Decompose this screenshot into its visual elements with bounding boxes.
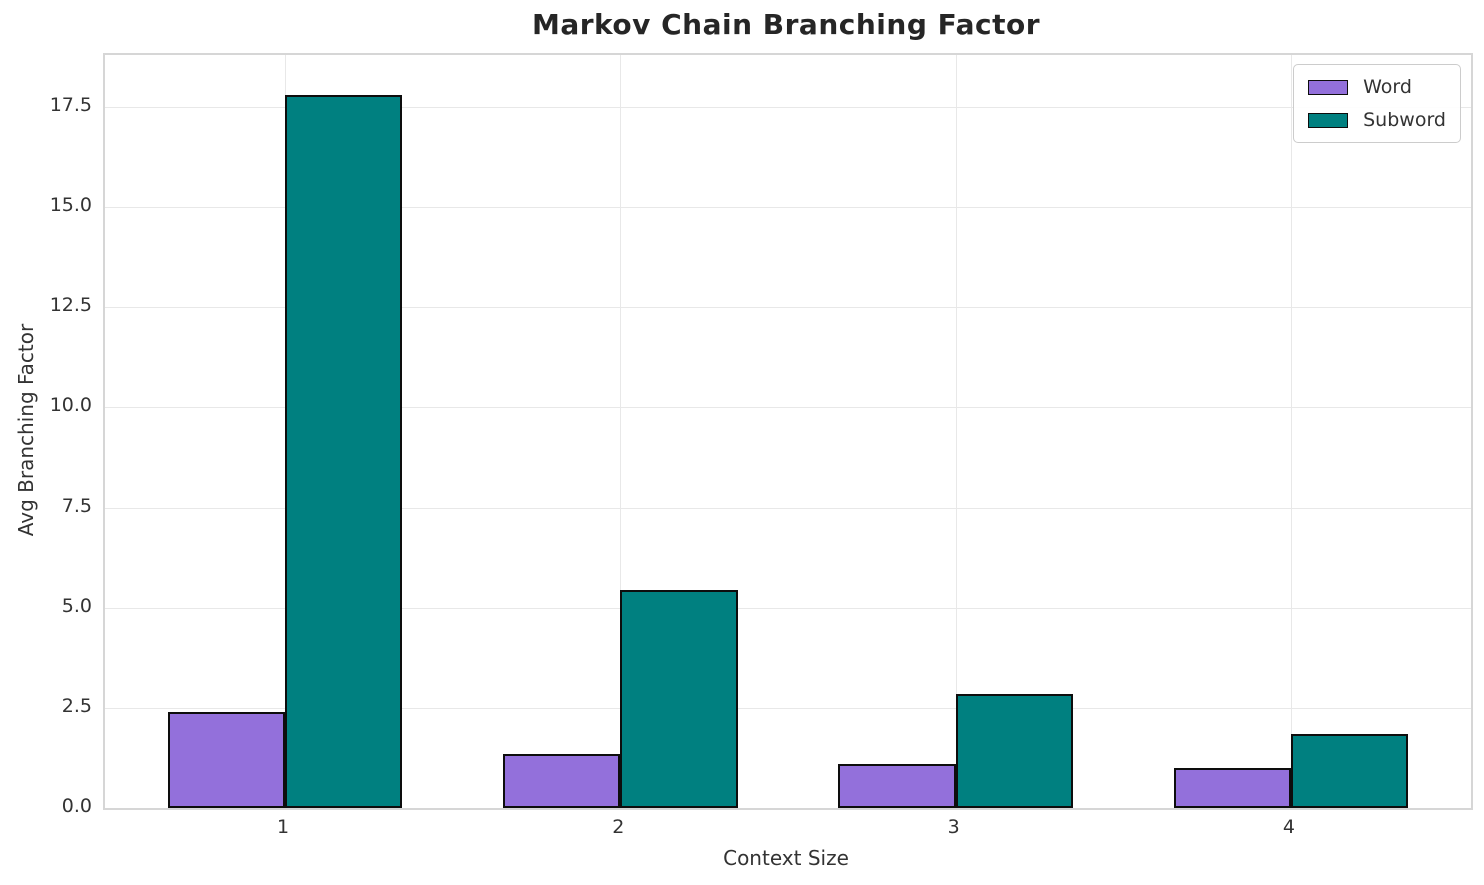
x-axis-label: Context Size: [723, 846, 849, 870]
chart-title: Markov Chain Branching Factor: [531, 8, 1041, 41]
legend-item-subword: Subword: [1308, 108, 1446, 132]
bar-word-context-1: [167, 711, 286, 808]
bar-subword-context-4: [1290, 733, 1409, 808]
bar-subword-context-3: [955, 693, 1073, 808]
xtick-label-3: 3: [947, 816, 960, 838]
ytick-label-5.0: 5.0: [61, 594, 92, 617]
legend-swatch-subword: [1308, 112, 1349, 128]
ytick-label-0.0: 0.0: [61, 795, 92, 817]
gridline-horizontal: [105, 307, 1471, 309]
xtick-label-2: 2: [612, 816, 625, 838]
ytick-label-17.5: 17.5: [49, 94, 92, 117]
xtick-label-4: 4: [1282, 816, 1295, 838]
gridline-horizontal: [105, 707, 1471, 709]
gridline-vertical: [955, 55, 957, 808]
bar-word-context-3: [838, 763, 956, 808]
gridline-horizontal: [105, 207, 1471, 209]
gridline-vertical: [1290, 55, 1292, 808]
bar-word-context-2: [502, 753, 621, 808]
ytick-label-15.0: 15.0: [49, 194, 92, 217]
gridline-horizontal: [105, 107, 1471, 109]
gridline-horizontal: [105, 407, 1471, 409]
ytick-label-12.5: 12.5: [49, 294, 92, 317]
legend-swatch-word: [1308, 79, 1349, 95]
gridline-horizontal: [105, 607, 1471, 609]
legend-label-subword: Subword: [1363, 109, 1446, 131]
ytick-label-2.5: 2.5: [61, 694, 92, 717]
legend-item-word: Word: [1308, 75, 1446, 99]
xtick-label-1: 1: [277, 816, 290, 838]
legend-label-word: Word: [1363, 76, 1412, 98]
bar-subword-context-2: [620, 589, 738, 808]
bar-word-context-4: [1173, 767, 1291, 808]
plot-area: Word Subword: [103, 53, 1473, 810]
ytick-label-10.0: 10.0: [49, 394, 92, 417]
gridline-horizontal: [105, 507, 1471, 509]
bar-subword-context-1: [285, 95, 403, 808]
gridline-vertical: [620, 55, 622, 808]
ytick-label-7.5: 7.5: [61, 494, 92, 517]
legend: Word Subword: [1293, 64, 1461, 143]
